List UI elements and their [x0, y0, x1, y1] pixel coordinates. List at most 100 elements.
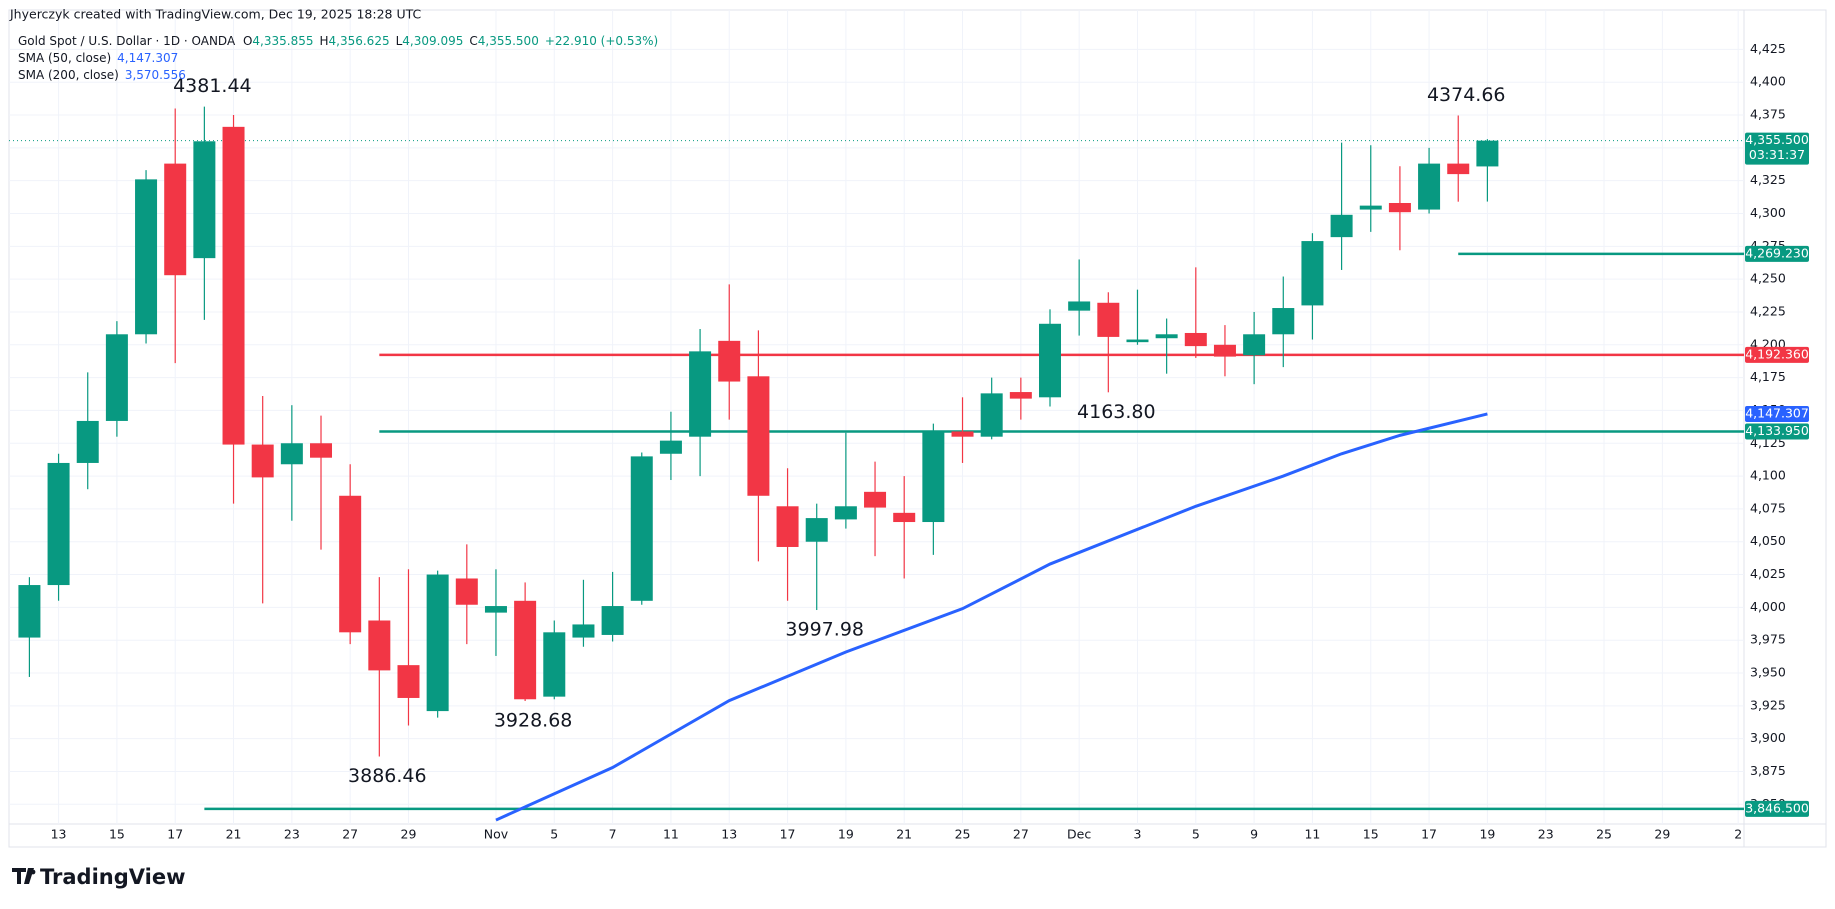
x-tick-label: 17	[1421, 827, 1437, 842]
annotation: 4163.80	[1077, 401, 1156, 423]
candle-body	[601, 606, 624, 635]
y-tick-label: 4,025	[1750, 566, 1786, 581]
candle-body	[1068, 301, 1091, 311]
x-tick-label: 13	[721, 827, 737, 842]
logo-text: TradingView	[40, 865, 185, 889]
x-tick-label: 3	[1134, 827, 1142, 842]
ohlc-value: 4,309.095	[402, 34, 463, 48]
candle-body	[1272, 308, 1295, 335]
y-tick-label: 3,950	[1750, 665, 1786, 680]
ohlc-key: C	[469, 34, 477, 48]
y-tick-label: 3,875	[1750, 763, 1786, 778]
x-tick-label: 5	[1192, 827, 1200, 842]
x-tick-label: 15	[109, 827, 125, 842]
y-tick-label: 4,325	[1750, 172, 1786, 187]
x-tick-label: 15	[1363, 827, 1379, 842]
candle-body	[1476, 140, 1499, 167]
overlay: 4381.44 4374.66 3886.46 3928.68 3997.98 4163.…	[173, 75, 1809, 817]
annotation: 4374.66	[1427, 84, 1506, 106]
candle-body	[1126, 339, 1149, 343]
ohlc-value: 4,335.855	[252, 34, 313, 48]
candle-body	[1039, 323, 1061, 398]
y-tick-label: 3,975	[1750, 632, 1786, 647]
candle-body	[776, 506, 799, 547]
x-tick-label: Dec	[1067, 827, 1091, 842]
x-tick-label: 27	[1013, 827, 1029, 842]
candle-body	[1097, 302, 1120, 337]
ohlc-key: L	[396, 34, 403, 48]
x-tick-label: 9	[1250, 827, 1258, 842]
candle-body	[76, 420, 99, 463]
symbol: Gold Spot / U.S. Dollar · 1D · OANDA	[18, 34, 236, 48]
price-tag	[1745, 245, 1809, 262]
y-tick-label: 4,050	[1750, 533, 1786, 548]
candle-body	[1388, 202, 1411, 213]
logo-icon	[12, 868, 34, 884]
candle-body	[18, 585, 41, 638]
x-tick-label: 25	[955, 827, 971, 842]
y-tick-label: 4,425	[1750, 41, 1786, 56]
candle-body	[368, 620, 391, 671]
price-tag-label: 4,269.230	[1745, 245, 1809, 260]
price-tag-label: 4,133.950	[1745, 423, 1809, 438]
sma-value: 4,147.307	[117, 51, 178, 65]
x-tick-label: 17	[780, 827, 796, 842]
x-tick-label: 23	[1538, 827, 1554, 842]
candle-body	[922, 431, 945, 523]
annotation: 3928.68	[494, 710, 573, 732]
price-tag-label: 4,192.360	[1745, 346, 1809, 361]
y-tick-label: 4,000	[1750, 599, 1786, 614]
y-tick-label: 4,225	[1750, 303, 1786, 318]
candle-body	[805, 518, 828, 542]
candle-body	[280, 443, 303, 465]
candle-body	[951, 431, 974, 437]
y-tick-label: 4,375	[1750, 107, 1786, 122]
price-tag-label: 4,355.500	[1745, 132, 1809, 147]
candle-body	[1447, 163, 1470, 175]
x-tick-label: 11	[1304, 827, 1320, 842]
price-tag-label: 4,147.307	[1745, 405, 1809, 420]
sma-value: 3,570.556	[125, 68, 186, 82]
candle-body	[135, 179, 158, 335]
price-tag	[1745, 346, 1809, 363]
y-tick-label: 4,300	[1750, 205, 1786, 220]
candle-body	[980, 393, 1003, 437]
candle-body	[1330, 214, 1353, 238]
ohlc-key: O	[243, 34, 252, 48]
x-tick-label: 7	[609, 827, 617, 842]
candle-body	[834, 506, 857, 520]
candle-body	[543, 632, 566, 697]
sma-legend: SMA (200, close) 3,570.556	[18, 68, 186, 82]
annotation: 4381.44	[173, 75, 252, 97]
y-tick-label: 4,400	[1750, 74, 1786, 89]
price-tag	[1745, 800, 1809, 817]
change: +22.910 (+0.53%)	[545, 34, 658, 48]
x-tick-label: Nov	[484, 827, 509, 842]
candle-body	[1301, 241, 1324, 306]
ohlc-value: 4,355.500	[478, 34, 539, 48]
candle-body	[251, 444, 274, 478]
symbol-legend: Gold Spot / U.S. Dollar · 1D · OANDA O4,3…	[18, 34, 658, 48]
candle-body	[747, 376, 770, 496]
candle-body	[1184, 332, 1207, 347]
candle-body	[893, 512, 916, 523]
logo-icon	[30, 869, 36, 875]
ohlc-value: 4,356.625	[329, 34, 390, 48]
x-tick-label: 27	[342, 827, 358, 842]
price-tag	[1745, 423, 1809, 440]
sma-line	[495, 412, 1488, 822]
x-tick-label: 13	[51, 827, 67, 842]
ohlc-key: H	[319, 34, 328, 48]
sma-legend: SMA (50, close) 4,147.307	[18, 51, 178, 65]
x-tick-label: 17	[167, 827, 183, 842]
y-tick-label: 4,175	[1750, 369, 1786, 384]
x-tick-label: 29	[1654, 827, 1670, 842]
annotation: 3997.98	[785, 619, 864, 641]
candle-body	[1155, 334, 1178, 339]
y-tick-label: 3,925	[1750, 697, 1786, 712]
candle-body	[1359, 205, 1382, 210]
x-tick-label: 11	[663, 827, 679, 842]
candle-body	[630, 456, 653, 601]
candle-body	[1418, 163, 1441, 210]
